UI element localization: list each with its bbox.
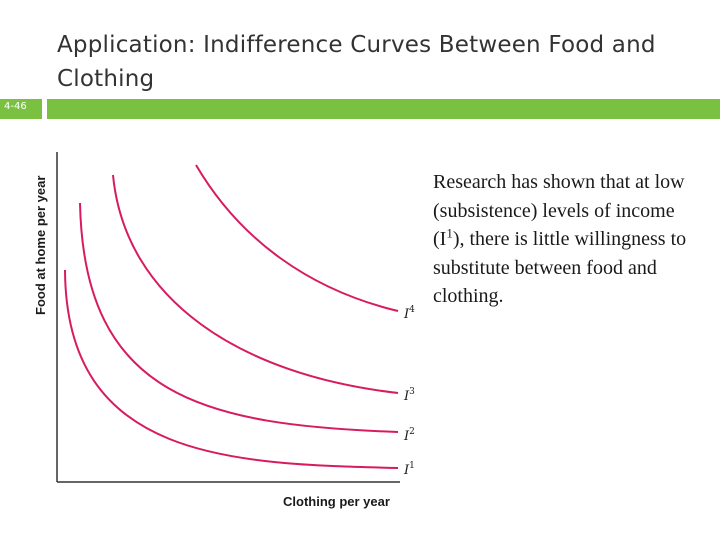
indifference-curve-i2 <box>79 202 399 433</box>
x-axis-label: Clothing per year <box>283 494 390 509</box>
body-text-superscript: 1 <box>446 225 453 241</box>
body-text-part-1: Research has shown that at low (subsiste… <box>433 171 685 250</box>
indifference-curve-i4 <box>195 164 399 312</box>
indifference-curve-i1 <box>64 269 399 469</box>
body-text: Research has shown that at low (subsiste… <box>433 168 693 311</box>
curve-label-i2: I2 <box>403 427 415 444</box>
curve-label-i4: I4 <box>403 305 415 322</box>
body-text-part-2: ), there is little willingness to substi… <box>433 228 687 307</box>
slide-title: Application: Indifference Curves Between… <box>57 32 656 92</box>
indifference-curves-graph: Food at home per year Clothing per year … <box>33 152 415 509</box>
slide-number: 4-46 <box>4 101 27 112</box>
y-axis-label: Food at home per year <box>33 176 48 315</box>
curve-label-i3: I3 <box>403 387 415 404</box>
title-rule <box>47 99 720 119</box>
curve-label-i1: I1 <box>403 461 415 478</box>
slide-number-badge: 4-46 <box>0 99 42 119</box>
indifference-curve-i3 <box>112 174 399 394</box>
